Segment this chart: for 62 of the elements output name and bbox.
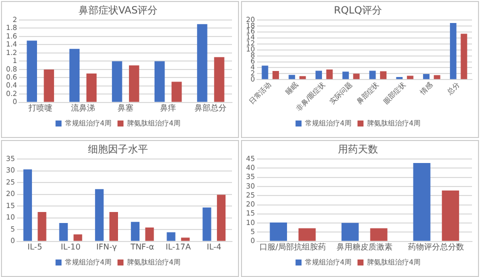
bar <box>216 194 226 241</box>
bar <box>26 40 38 102</box>
chart-title: 用药天数 <box>338 144 378 156</box>
chart-title: RQLQ评分 <box>334 4 382 17</box>
bar <box>145 228 154 241</box>
bar <box>342 72 349 80</box>
x-tick-label: 鼻用糖皮质激素 <box>336 242 392 252</box>
bar <box>288 74 296 80</box>
bar <box>130 222 140 241</box>
bar <box>342 222 359 241</box>
bar <box>434 75 440 80</box>
bar <box>442 190 460 241</box>
bar <box>86 74 97 102</box>
bar <box>112 61 122 102</box>
bar <box>69 48 80 102</box>
bar <box>154 61 165 102</box>
bar <box>413 163 430 241</box>
bar <box>460 34 468 80</box>
bar <box>298 228 316 241</box>
bar <box>95 189 104 241</box>
bar <box>450 22 456 80</box>
bar <box>272 70 279 80</box>
bar <box>353 74 360 80</box>
x-tick-label: IFN-γ <box>96 242 118 252</box>
bar <box>406 76 414 80</box>
x-tick-label: 口服/局部抗组胺药 <box>259 242 326 252</box>
chart-title: 细胞因子水平 <box>88 144 148 156</box>
bar <box>197 24 208 102</box>
x-tick-label: 鼻部总分 <box>194 103 227 112</box>
bar <box>423 74 430 80</box>
bar <box>181 238 190 241</box>
x-tick-label: 鼻塞 <box>118 103 134 112</box>
bar <box>369 70 376 80</box>
bar <box>270 222 288 241</box>
x-tick-label: IL-5 <box>28 242 42 252</box>
bar <box>316 70 322 80</box>
bar <box>166 232 176 241</box>
bar <box>262 66 268 80</box>
x-tick-label: IL-10 <box>60 242 81 252</box>
x-tick-label: IL-17A <box>166 242 192 252</box>
x-tick-label: 流鼻涕 <box>70 103 95 112</box>
bar <box>23 169 32 241</box>
bar <box>128 65 140 102</box>
bar <box>396 76 403 80</box>
chart-title: 鼻部症状VAS评分 <box>78 4 158 17</box>
x-tick-label: 打喷嚏 <box>27 103 52 112</box>
bar <box>109 212 118 241</box>
bar <box>38 212 46 241</box>
bar <box>370 228 388 241</box>
bar <box>326 70 333 80</box>
bar <box>214 57 224 102</box>
bar <box>380 71 386 80</box>
bar <box>74 234 82 241</box>
bar <box>299 76 306 80</box>
x-tick-label: TNF-α <box>130 242 154 252</box>
x-tick-label: IL-4 <box>206 242 222 252</box>
bar <box>59 223 68 241</box>
bar <box>172 82 182 102</box>
x-tick-label: 鼻痒 <box>160 103 176 112</box>
bar <box>202 208 212 241</box>
x-tick-label: 药物评分总分数 <box>408 242 464 252</box>
bar <box>44 69 54 102</box>
